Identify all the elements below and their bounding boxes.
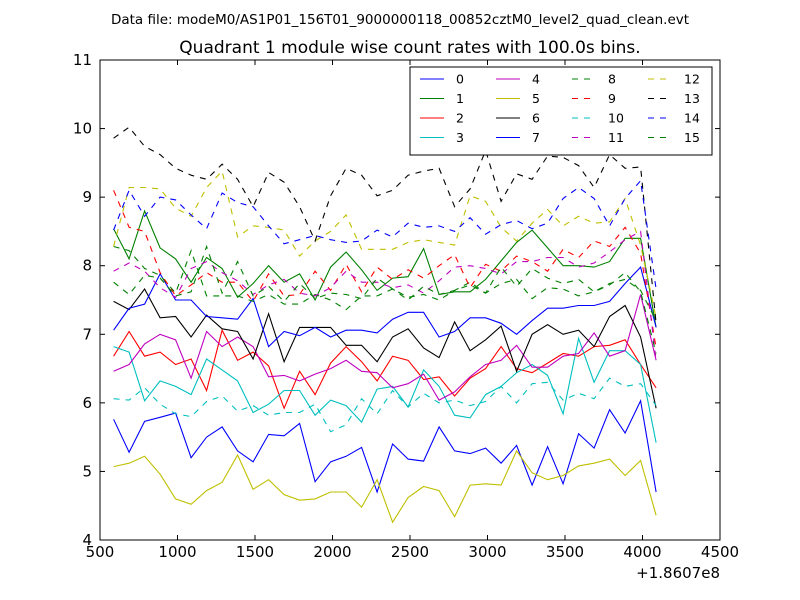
legend-label-6: 6 — [532, 111, 540, 126]
series-line-5 — [113, 449, 657, 524]
y-tick-label: 9 — [82, 188, 92, 206]
suptitle: Data file: modeM0/AS1P01_156T01_90000001… — [111, 12, 689, 28]
series-line-14 — [113, 179, 657, 290]
y-tick-label: 8 — [82, 257, 92, 275]
series-line-0 — [113, 399, 657, 494]
series-line-10 — [113, 377, 657, 433]
x-tick-label: 3500 — [546, 543, 584, 561]
legend-label-13: 13 — [684, 91, 700, 106]
series-line-4 — [113, 294, 657, 401]
series-line-6 — [113, 287, 657, 409]
axis-layer: 500 1000 1500 2000 2500 3000 3500 4000 4500 4 5 6 7 8… — [73, 51, 739, 561]
x-tick-label: 500 — [86, 543, 115, 561]
legend-label-12: 12 — [684, 72, 700, 87]
y-tick-label: 6 — [82, 394, 92, 412]
series-line-13 — [113, 126, 657, 324]
legend-label-4: 4 — [532, 72, 540, 87]
legend-label-3: 3 — [456, 130, 464, 145]
x-offset-label: +1.8607e8 — [636, 564, 720, 582]
x-tick-label: 2000 — [313, 543, 351, 561]
series-line-9 — [113, 190, 657, 349]
legend-label-2: 2 — [456, 111, 464, 126]
y-tick-label: 5 — [82, 462, 92, 480]
x-tick-label: 1500 — [236, 543, 274, 561]
legend-label-14: 14 — [684, 111, 700, 126]
series-line-1 — [113, 209, 657, 328]
y-tick-label: 11 — [73, 51, 92, 69]
series-line-2 — [113, 328, 657, 410]
series-layer — [113, 126, 657, 524]
legend-label-11: 11 — [608, 130, 624, 145]
legend-label-9: 9 — [608, 91, 616, 106]
series-line-3 — [113, 336, 657, 443]
legend-label-0: 0 — [456, 72, 464, 87]
y-tick-label: 7 — [82, 325, 92, 343]
y-tick-label: 10 — [73, 120, 92, 138]
legend-label-5: 5 — [532, 91, 540, 106]
y-tick-label: 4 — [82, 531, 92, 549]
legend-label-15: 15 — [684, 130, 700, 145]
x-tick-label: 4000 — [623, 543, 661, 561]
legend-box — [409, 66, 713, 156]
series-line-12 — [113, 169, 657, 318]
x-tick-label: 2500 — [391, 543, 429, 561]
x-tick-label: 1000 — [158, 543, 196, 561]
series-line-8 — [113, 245, 657, 321]
series-line-11 — [113, 230, 657, 361]
x-tick-label: 4500 — [701, 543, 739, 561]
legend-label-7: 7 — [532, 130, 540, 145]
legend-label-10: 10 — [608, 111, 624, 126]
chart-title: Quadrant 1 module wise count rates with … — [179, 38, 640, 58]
x-tick-label: 3000 — [468, 543, 506, 561]
series-line-15 — [113, 244, 657, 354]
legend-label-8: 8 — [608, 72, 616, 87]
legend-label-1: 1 — [456, 91, 464, 106]
series-line-7 — [113, 265, 657, 348]
